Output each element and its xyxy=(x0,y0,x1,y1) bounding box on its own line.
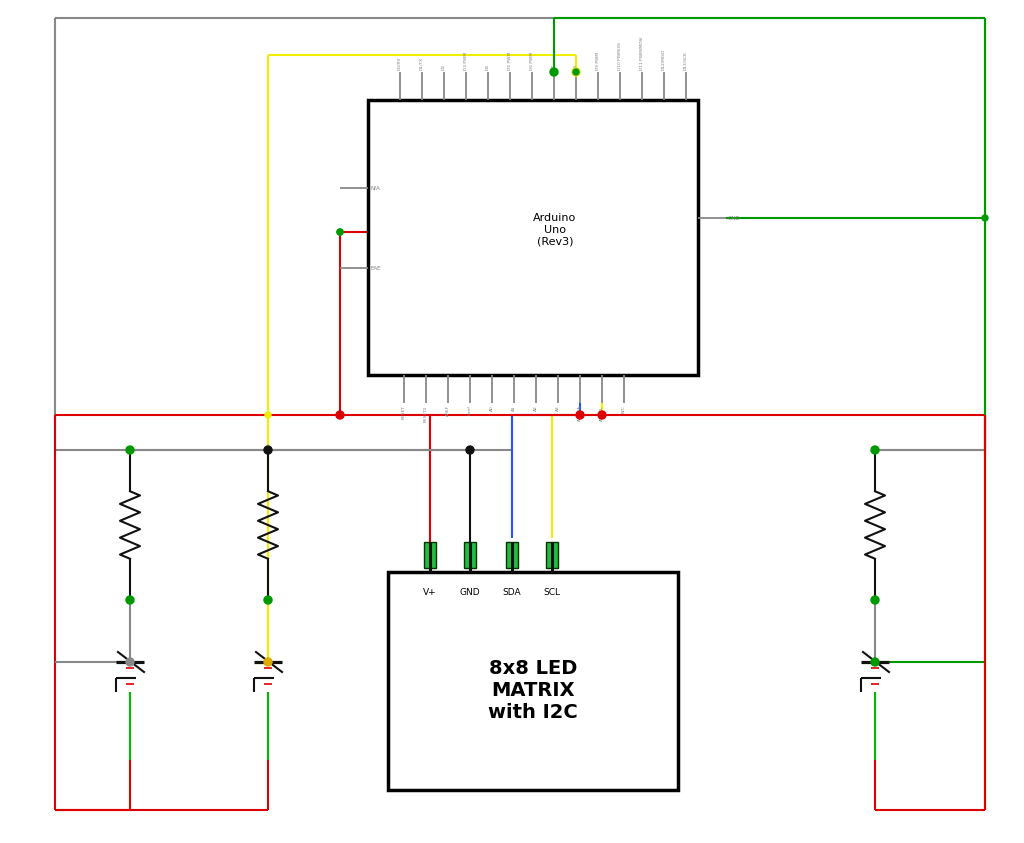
Circle shape xyxy=(126,596,134,604)
Circle shape xyxy=(336,411,344,419)
Circle shape xyxy=(572,68,580,76)
Text: D7: D7 xyxy=(552,64,556,70)
Circle shape xyxy=(264,658,272,666)
Text: EAE: EAE xyxy=(370,266,381,271)
Bar xyxy=(388,572,678,790)
Text: D10 PWM/SS: D10 PWM/SS xyxy=(618,42,622,70)
Bar xyxy=(546,542,558,568)
Circle shape xyxy=(573,69,579,75)
Bar xyxy=(368,100,698,375)
Text: N/C: N/C xyxy=(622,405,626,413)
Text: A4/SDA: A4/SDA xyxy=(578,405,582,422)
Text: 8x8 LED
MATRIX
with I2C: 8x8 LED MATRIX with I2C xyxy=(488,658,578,722)
Text: D0/RX: D0/RX xyxy=(398,56,402,70)
Text: A1: A1 xyxy=(512,405,516,411)
Text: D8: D8 xyxy=(574,64,578,70)
Text: D3 PWM: D3 PWM xyxy=(464,52,468,70)
Circle shape xyxy=(265,412,271,418)
Circle shape xyxy=(871,446,879,454)
Text: AREF: AREF xyxy=(446,405,450,416)
Text: V+: V+ xyxy=(423,588,437,597)
Circle shape xyxy=(466,446,474,454)
Text: GND: GND xyxy=(460,588,480,597)
Bar xyxy=(464,542,476,568)
Text: D11 PWM/MOSI: D11 PWM/MOSI xyxy=(640,36,644,70)
Circle shape xyxy=(871,658,879,666)
Text: A0: A0 xyxy=(490,405,494,411)
Text: RESET2: RESET2 xyxy=(424,405,428,422)
Circle shape xyxy=(337,229,343,235)
Text: SDA: SDA xyxy=(503,588,521,597)
Text: D6 PWM: D6 PWM xyxy=(530,52,534,70)
Text: Ioref: Ioref xyxy=(468,405,472,415)
Circle shape xyxy=(337,229,343,235)
Circle shape xyxy=(550,68,558,76)
Bar xyxy=(424,542,436,568)
Text: A3: A3 xyxy=(556,405,560,411)
Text: D4: D4 xyxy=(486,64,490,70)
Circle shape xyxy=(982,215,988,221)
Text: A5/SCL: A5/SCL xyxy=(600,405,604,421)
Text: D13/SCK: D13/SCK xyxy=(684,51,688,70)
Circle shape xyxy=(575,411,584,419)
Circle shape xyxy=(126,446,134,454)
Text: D9 PWM: D9 PWM xyxy=(596,52,600,70)
Text: A2: A2 xyxy=(534,405,538,411)
Text: SCL: SCL xyxy=(544,588,560,597)
Text: D12/MISO: D12/MISO xyxy=(662,49,666,70)
Bar xyxy=(506,542,518,568)
Text: N/A: N/A xyxy=(370,185,380,191)
Text: Arduino
Uno
(Rev3): Arduino Uno (Rev3) xyxy=(534,213,577,247)
Circle shape xyxy=(264,596,272,604)
Text: D2: D2 xyxy=(442,64,446,70)
Text: GND: GND xyxy=(728,216,740,221)
Circle shape xyxy=(126,658,134,666)
Circle shape xyxy=(598,411,606,419)
Text: D5 PWM: D5 PWM xyxy=(508,51,512,70)
Circle shape xyxy=(871,596,879,604)
Circle shape xyxy=(264,446,272,454)
Text: D1/TX: D1/TX xyxy=(420,56,424,70)
Text: RESET: RESET xyxy=(402,405,406,419)
